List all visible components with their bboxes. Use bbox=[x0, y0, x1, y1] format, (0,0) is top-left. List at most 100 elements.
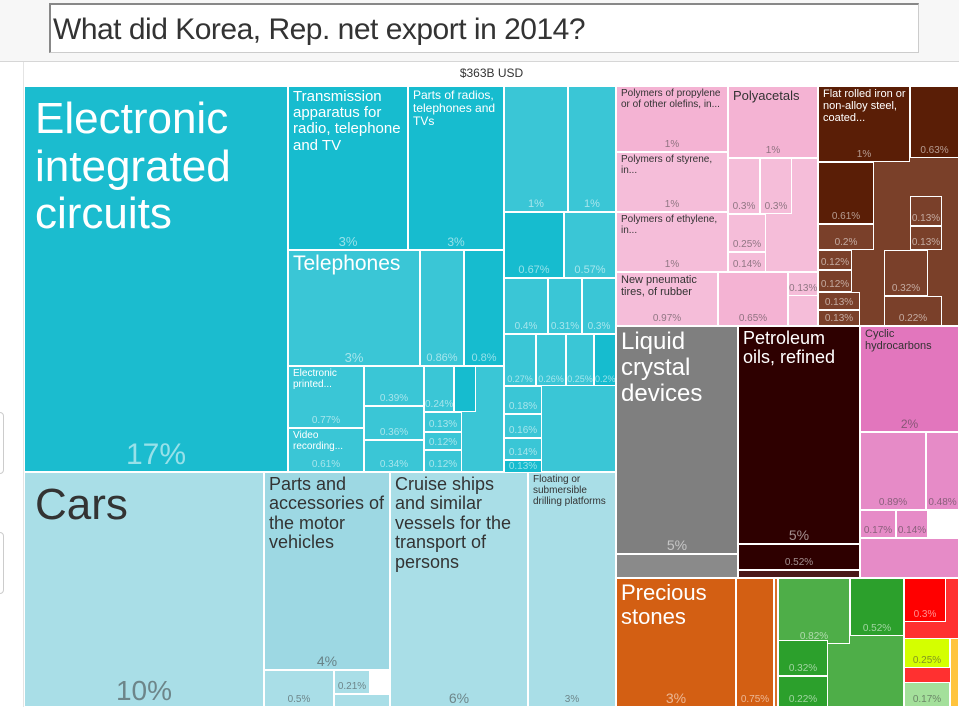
treemap-tile[interactable]: Electronic integrated circuits 17% bbox=[24, 86, 288, 472]
treemap-tile[interactable]: New pneumatic tires, of rubber 0.97% bbox=[616, 272, 718, 326]
treemap-tile[interactable]: 0.82% bbox=[778, 578, 850, 644]
treemap-tile[interactable]: 0.13% bbox=[818, 292, 860, 310]
treemap-tile[interactable]: Petroleum oils, refined 5% bbox=[738, 326, 860, 544]
treemap-tile[interactable]: 0.13% bbox=[910, 226, 942, 250]
treemap-tile[interactable]: 0.22% bbox=[884, 296, 942, 326]
treemap-tile[interactable]: 0.8% bbox=[464, 250, 504, 366]
treemap-tile[interactable]: Parts and accessories of the motor vehic… bbox=[264, 472, 390, 670]
treemap-tile[interactable]: 0.32% bbox=[884, 250, 928, 296]
treemap-tile[interactable]: 0.52% bbox=[738, 544, 860, 570]
treemap-tile[interactable]: 0.3% bbox=[728, 158, 760, 214]
treemap-tile[interactable]: 0.24% bbox=[424, 366, 454, 412]
treemap-tile[interactable]: Transmission apparatus for radio, teleph… bbox=[288, 86, 408, 250]
treemap-tile[interactable]: 0.13% bbox=[910, 196, 942, 226]
treemap-tile[interactable]: Liquid crystal devices 5% bbox=[616, 326, 738, 554]
treemap-tile[interactable]: Polymers of propylene or of other olefin… bbox=[616, 86, 728, 152]
treemap-tile[interactable]: 0.52% bbox=[850, 578, 904, 636]
treemap-tile[interactable]: Precious stones 3% bbox=[616, 578, 736, 707]
treemap-tile[interactable]: 0.3% bbox=[760, 158, 792, 214]
treemap-tile[interactable]: 0.86% bbox=[420, 250, 464, 366]
treemap-minor-tile[interactable] bbox=[454, 366, 476, 412]
treemap-tile[interactable]: 0.89% bbox=[860, 432, 926, 510]
tile-label: New pneumatic tires, of rubber bbox=[621, 274, 697, 298]
treemap-tile[interactable]: Electronic printed... 0.77% bbox=[288, 366, 364, 428]
treemap-tile[interactable]: 0.31% bbox=[548, 278, 582, 334]
treemap-tile[interactable]: 0.22% bbox=[778, 676, 828, 707]
treemap-tile[interactable]: 0.13% bbox=[818, 310, 860, 326]
treemap-minor-tile[interactable] bbox=[860, 538, 959, 578]
tile-label: Transmission apparatus for radio, teleph… bbox=[293, 88, 401, 154]
treemap-tile[interactable]: Polymers of ethylene, in... 1% bbox=[616, 212, 728, 272]
treemap-tile[interactable]: 0.17% bbox=[860, 510, 896, 538]
tile-share: 0.39% bbox=[379, 393, 409, 404]
tile-share: 0.89% bbox=[878, 497, 908, 508]
tile-label: Electronic printed... bbox=[293, 368, 337, 390]
treemap-tile[interactable]: Cruise ships and similar vessels for the… bbox=[390, 472, 528, 707]
treemap-tile[interactable]: 1% bbox=[504, 86, 568, 212]
treemap-tile[interactable]: 0.2% bbox=[818, 224, 874, 250]
treemap-tile[interactable]: 0.25% bbox=[566, 334, 594, 386]
treemap-minor-tile[interactable] bbox=[738, 570, 860, 578]
tile-share: 0.13% bbox=[824, 297, 854, 308]
treemap-tile[interactable]: 0.2% bbox=[594, 334, 616, 386]
treemap-tile[interactable]: 0.34% bbox=[364, 440, 424, 472]
tile-label: Precious stones bbox=[621, 580, 707, 629]
treemap-minor-tile[interactable] bbox=[950, 638, 959, 707]
treemap-tile[interactable]: 0.13% bbox=[788, 272, 818, 296]
treemap-tile[interactable]: 0.67% bbox=[504, 212, 564, 278]
treemap-tile[interactable]: 0.48% bbox=[926, 432, 959, 510]
treemap-tile[interactable]: 0.12% bbox=[424, 432, 462, 450]
treemap-tile[interactable]: 0.36% bbox=[364, 406, 424, 440]
treemap-tile[interactable]: 0.14% bbox=[504, 438, 542, 460]
treemap-tile[interactable]: 1% bbox=[568, 86, 616, 212]
treemap-tile[interactable]: 0.25% bbox=[728, 214, 766, 252]
tile-share: 0.57% bbox=[574, 264, 606, 276]
treemap-tile[interactable]: 0.12% bbox=[818, 250, 852, 270]
treemap-tile[interactable]: 0.65% bbox=[718, 272, 788, 326]
treemap-tile[interactable]: Video recording... 0.61% bbox=[288, 428, 364, 472]
treemap-tile[interactable]: 0.27% bbox=[504, 334, 536, 386]
tile-share: 3% bbox=[344, 350, 364, 365]
treemap-tile[interactable]: 0.12% bbox=[424, 450, 462, 472]
tile-share: 0.13% bbox=[824, 313, 854, 324]
treemap-tile[interactable]: 0.75% bbox=[736, 578, 774, 707]
treemap-tile[interactable]: Telephones 3% bbox=[288, 250, 420, 366]
treemap-minor-tile[interactable] bbox=[334, 694, 390, 707]
treemap-tile[interactable]: Cyclic hydrocarbons 2% bbox=[860, 326, 959, 432]
question-input[interactable]: What did Korea, Rep. net export in 2014? bbox=[49, 3, 919, 53]
tile-label: Polymers of ethylene, in... bbox=[621, 214, 718, 236]
treemap-tile[interactable]: 0.3% bbox=[904, 578, 946, 622]
tile-share: 0.13% bbox=[911, 237, 941, 248]
treemap-tile[interactable]: 0.63% bbox=[910, 86, 959, 158]
treemap-minor-tile[interactable] bbox=[616, 554, 738, 578]
treemap-tile[interactable]: 0.3% bbox=[582, 278, 616, 334]
treemap-tile[interactable]: Cars 10% bbox=[24, 472, 264, 707]
tile-share: 0.3% bbox=[764, 201, 788, 212]
treemap-tile[interactable]: 0.21% bbox=[334, 670, 370, 694]
treemap-tile[interactable]: 0.39% bbox=[364, 366, 424, 406]
treemap-tile[interactable]: 0.18% bbox=[504, 386, 542, 414]
tile-share: 0.5% bbox=[287, 694, 311, 705]
tile-share: 0.13% bbox=[789, 283, 818, 294]
treemap-tile[interactable]: 0.32% bbox=[778, 640, 828, 676]
treemap-tile[interactable]: 0.14% bbox=[896, 510, 928, 538]
treemap-tile[interactable]: 0.17% bbox=[904, 682, 950, 707]
treemap-tile[interactable]: 0.13% bbox=[424, 412, 462, 432]
treemap-tile[interactable]: 0.16% bbox=[504, 414, 542, 438]
tile-share: 0.22% bbox=[788, 694, 818, 705]
treemap-tile[interactable]: Flat rolled iron or non-alloy steel, coa… bbox=[818, 86, 910, 162]
treemap-tile[interactable]: Floating or submersible drilling platfor… bbox=[528, 472, 616, 707]
treemap-tile[interactable]: 0.57% bbox=[564, 212, 616, 278]
tile-share: 6% bbox=[448, 690, 470, 706]
treemap-tile[interactable]: Polymers of styrene, in... 1% bbox=[616, 152, 728, 212]
treemap-tile[interactable]: Parts of radios, telephones and TVs 3% bbox=[408, 86, 504, 250]
treemap-tile[interactable]: 0.4% bbox=[504, 278, 548, 334]
treemap-tile[interactable]: 0.14% bbox=[728, 252, 766, 272]
treemap-tile[interactable]: 0.61% bbox=[818, 162, 874, 224]
treemap-tile[interactable]: 0.26% bbox=[536, 334, 566, 386]
treemap-tile[interactable]: 0.25% bbox=[904, 638, 950, 668]
treemap-tile[interactable]: 0.5% bbox=[264, 670, 334, 707]
treemap-tile[interactable]: Polyacetals 1% bbox=[728, 86, 818, 158]
treemap-tile[interactable]: 0.12% bbox=[818, 270, 852, 292]
tile-share: 0.17% bbox=[912, 694, 942, 705]
